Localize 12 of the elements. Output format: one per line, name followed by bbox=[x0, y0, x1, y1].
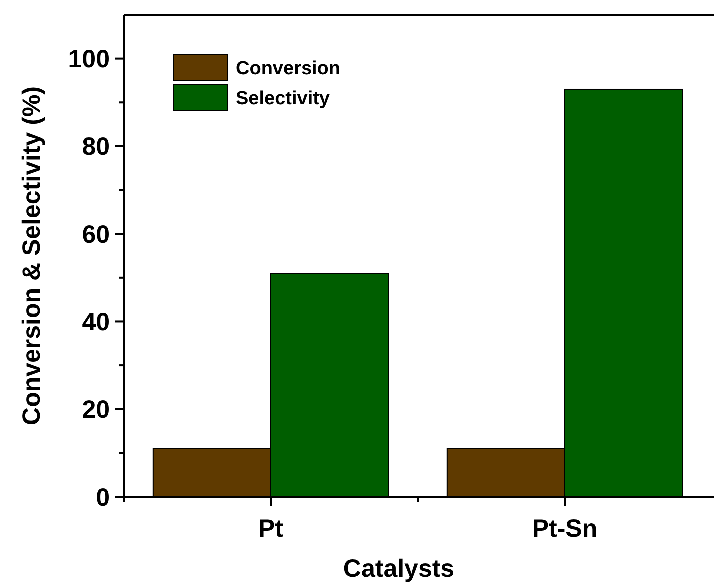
y-tick-label: 80 bbox=[82, 133, 110, 162]
x-tick-label: Pt bbox=[258, 515, 284, 543]
legend-label: Selectivity bbox=[236, 88, 330, 110]
y-tick-label: 60 bbox=[82, 220, 110, 249]
y-tick-label: 100 bbox=[68, 46, 110, 74]
y-tick-label: 20 bbox=[82, 396, 110, 424]
y-axis-title: Conversion & Selectivity (%) bbox=[18, 86, 46, 426]
legend-label: Conversion bbox=[236, 58, 341, 80]
x-tick-label: Pt-Sn bbox=[532, 515, 598, 543]
y-tick-label: 0 bbox=[96, 484, 110, 512]
y-tick-label: 40 bbox=[82, 308, 110, 336]
x-axis-title: Catalysts bbox=[343, 555, 455, 583]
